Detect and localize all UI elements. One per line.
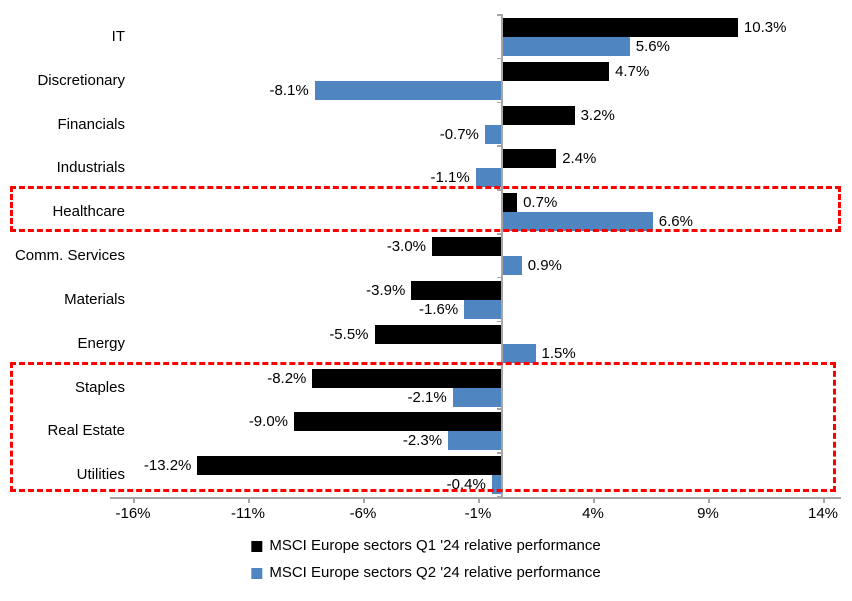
x-axis-tick — [823, 497, 825, 503]
bar-q2 — [314, 80, 501, 100]
bar-value-label: -3.9% — [366, 281, 406, 299]
legend-swatch-q1-icon — [251, 540, 263, 552]
category-label: Utilities — [76, 466, 125, 484]
x-axis-tick-label: 14% — [807, 505, 839, 522]
category-label: Discretionary — [37, 71, 125, 89]
x-axis-tick — [363, 497, 365, 503]
bar-value-label: 1.5% — [541, 344, 576, 362]
bar-value-label: -3.0% — [386, 238, 426, 256]
bar-q1 — [294, 412, 501, 432]
category-label: Materials — [64, 290, 125, 308]
x-axis-tick — [133, 497, 135, 503]
bar-q2 — [484, 124, 501, 144]
bar-q1 — [501, 18, 738, 37]
bar-value-label: -0.4% — [446, 476, 486, 494]
category-label: Comm. Services — [14, 247, 125, 265]
bar-value-label: -8.2% — [267, 369, 307, 387]
x-axis-tick-label: -16% — [115, 505, 151, 522]
bar-value-label: 0.9% — [527, 257, 562, 275]
bar-q1 — [501, 61, 610, 81]
bar-value-label: 2.4% — [562, 150, 597, 168]
defensives-highlight-box — [10, 361, 836, 492]
y-axis-tick — [497, 14, 501, 16]
legend: MSCI Europe sectors Q1 '24 relative perf… — [251, 537, 601, 582]
legend-label-q2: MSCI Europe sectors Q2 '24 relative perf… — [269, 564, 601, 581]
y-axis-tick — [497, 189, 501, 191]
category-label: Healthcare — [52, 203, 125, 221]
y-axis-tick — [497, 496, 501, 498]
bar-value-label: -2.3% — [402, 432, 443, 450]
category-label: IT — [111, 28, 125, 45]
bar-q1 — [374, 324, 501, 344]
x-axis-tick-label: 9% — [697, 505, 719, 522]
legend-label-q1: MSCI Europe sectors Q1 '24 relative perf… — [269, 537, 601, 554]
y-axis-tick — [497, 276, 501, 279]
x-axis-tick — [593, 497, 595, 503]
x-axis-tick — [708, 497, 710, 503]
bar-value-label: -5.5% — [329, 325, 369, 343]
category-label: Staples — [74, 378, 125, 396]
y-axis-tick — [497, 408, 501, 410]
bar-q2 — [501, 343, 536, 363]
bar-q1 — [501, 149, 557, 169]
y-axis-tick — [497, 57, 501, 60]
bar-value-label: 5.6% — [635, 38, 670, 55]
bar-value-label: -8.1% — [269, 81, 309, 99]
category-label: Real Estate — [47, 422, 125, 440]
x-axis-tick-label: 4% — [582, 505, 604, 522]
bar-q1 — [411, 280, 501, 300]
bar-value-label: -13.2% — [143, 457, 192, 475]
x-axis-tick — [248, 497, 250, 503]
bar-q2 — [501, 212, 653, 232]
bar-q1 — [501, 105, 575, 125]
bar-q2 — [452, 387, 501, 407]
legend-swatch-q2-icon — [251, 567, 263, 579]
category-label: Financials — [57, 115, 125, 133]
y-axis-tick — [497, 452, 501, 454]
y-axis-tick — [497, 364, 501, 367]
bar-q2 — [448, 431, 501, 451]
bar-value-label: 4.7% — [615, 62, 650, 80]
bar-value-label: -9.0% — [248, 413, 288, 431]
bar-q1 — [197, 456, 501, 476]
category-label: Industrials — [56, 159, 125, 177]
bar-value-label: 0.7% — [523, 194, 558, 212]
bar-q1 — [312, 368, 501, 388]
x-axis-tick-label: -6% — [349, 505, 377, 522]
x-axis-tick-label: -11% — [231, 505, 265, 522]
bar-q1 — [432, 237, 501, 257]
category-label: Energy — [77, 334, 125, 352]
bar-q2 — [491, 475, 501, 495]
y-axis-tick — [497, 101, 501, 104]
y-axis-tick — [497, 320, 501, 323]
bar-q2 — [501, 37, 630, 56]
bar-value-label: -2.1% — [407, 388, 447, 406]
bar-value-label: 3.2% — [580, 106, 615, 124]
healthcare-highlight-box — [10, 186, 841, 233]
bar-q2 — [501, 256, 522, 276]
bar-q2 — [475, 168, 501, 188]
y-axis-tick — [497, 145, 501, 147]
y-axis-tick — [497, 233, 501, 235]
legend-item-q1: MSCI Europe sectors Q1 '24 relative perf… — [251, 537, 601, 555]
bar-value-label: -1.6% — [419, 300, 459, 318]
bar-value-label: -1.1% — [430, 169, 470, 187]
x-axis-line — [110, 497, 841, 499]
y-axis-line — [501, 14, 503, 497]
bar-value-label: -0.7% — [439, 125, 479, 143]
bar-q1 — [501, 193, 518, 213]
bar-q2 — [464, 299, 501, 319]
legend-item-q2: MSCI Europe sectors Q2 '24 relative perf… — [251, 564, 601, 582]
bar-value-label: 10.3% — [743, 19, 787, 36]
x-axis-tick — [478, 497, 480, 503]
x-axis-tick-label: -1% — [464, 505, 492, 522]
bar-value-label: 6.6% — [658, 213, 693, 231]
